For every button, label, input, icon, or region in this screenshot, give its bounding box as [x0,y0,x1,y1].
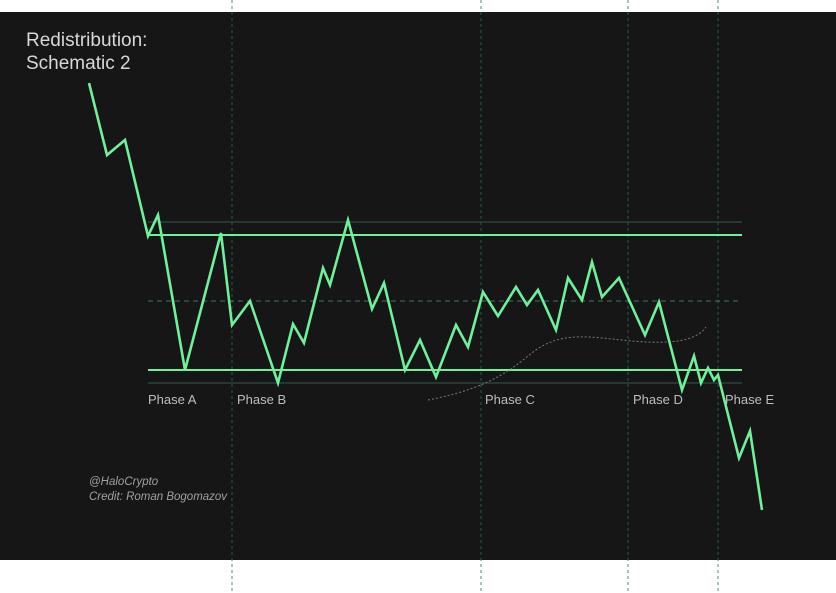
phase-label: Phase A [148,392,197,407]
phase-label: Phase D [633,392,683,407]
title: Redistribution: [26,30,147,51]
phase-label: Phase B [237,392,286,407]
title: Schematic 2 [26,53,131,74]
background [0,12,836,560]
volume-curve [427,326,707,401]
phase-label: Phase E [725,392,774,407]
credit: Credit: Roman Bogomazov [89,491,228,503]
phase-label: Phase C [485,392,535,407]
price-path [87,82,764,511]
credit: @HaloCrypto [89,476,159,488]
